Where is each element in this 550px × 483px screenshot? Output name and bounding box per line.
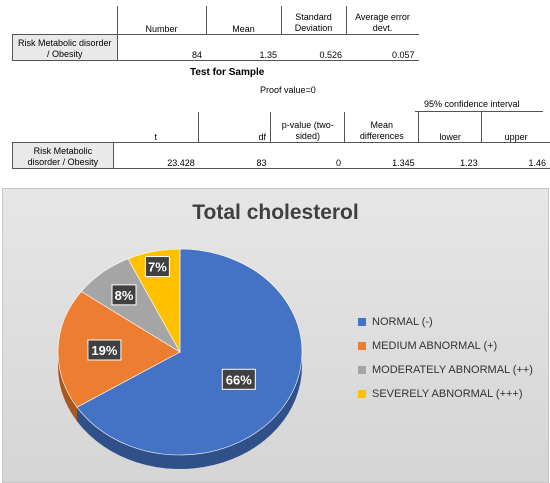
legend-item-0: NORMAL (-) xyxy=(358,310,533,334)
value-upper: 1.46 xyxy=(481,141,550,169)
legend-label-1: MEDIUM ABNORMAL (+) xyxy=(372,340,498,352)
value-mean: 1.35 xyxy=(206,33,281,61)
header-number: Number xyxy=(116,6,206,34)
chart-title: Total cholesterol xyxy=(192,201,359,224)
header-t: t xyxy=(154,131,157,142)
legend-label-0: NORMAL (-) xyxy=(372,316,433,328)
legend-item-3: SEVERELY ABNORMAL (+++) xyxy=(358,382,533,406)
data-label-box-3 xyxy=(144,256,170,278)
value-avg-error: 0.057 xyxy=(346,33,419,61)
data-label-3: 7% xyxy=(148,260,167,275)
value-df: 83 xyxy=(198,141,271,169)
row-label: Risk Metabolic disorder / Obesity xyxy=(12,141,114,169)
proof-value: Proof value=0 xyxy=(260,85,316,95)
header-mean-diff: Mean differences xyxy=(344,112,419,142)
value-t: 23.428 xyxy=(113,141,199,169)
descriptive-stats-table: Number Mean Standard Deviation Average e… xyxy=(12,6,419,61)
value-lower: 1.23 xyxy=(418,141,482,169)
header-upper: upper xyxy=(481,112,550,142)
row-label: Risk Metabolic disorder / Obesity xyxy=(12,33,118,61)
value-mean-diff: 1.345 xyxy=(344,141,419,169)
header-mean: Mean xyxy=(205,6,281,34)
legend-swatch-1 xyxy=(358,342,366,350)
pie-side-1 xyxy=(58,352,77,422)
data-label-2: 8% xyxy=(115,288,134,303)
header-avg-error: Average error devt. xyxy=(345,6,419,34)
data-label-0: 66% xyxy=(226,372,252,387)
chart-legend: NORMAL (-) MEDIUM ABNORMAL (+) MODERATELY … xyxy=(358,310,533,406)
legend-label-3: SEVERELY ABNORMAL (+++) xyxy=(372,388,523,400)
test-title: Test for Sample xyxy=(190,67,265,78)
data-label-box-0 xyxy=(221,368,256,390)
data-label-1: 19% xyxy=(91,343,117,358)
legend-item-2: MODERATELY ABNORMAL (++) xyxy=(358,358,533,382)
header-p-value: p-value (two-sided) xyxy=(269,112,345,142)
legend-swatch-3 xyxy=(358,390,366,398)
legend-item-1: MEDIUM ABNORMAL (+) xyxy=(358,334,533,358)
header-std-dev: Standard Deviation xyxy=(280,6,346,34)
value-number: 84 xyxy=(117,33,206,61)
legend-label-2: MODERATELY ABNORMAL (++) xyxy=(372,364,533,376)
data-label-box-2 xyxy=(111,284,137,306)
value-std-dev: 0.526 xyxy=(281,33,346,61)
pie-slice-0 xyxy=(76,248,303,456)
header-lower: lower xyxy=(418,112,482,142)
ci-header: 95% confidence interval xyxy=(424,99,520,109)
ci-divider xyxy=(415,111,543,112)
legend-swatch-0 xyxy=(358,318,366,326)
legend-swatch-2 xyxy=(358,366,366,374)
sample-test-table: t df p-value (two-sided) Mean difference… xyxy=(12,112,550,169)
value-p: 0 xyxy=(270,141,345,169)
header-df: df xyxy=(198,112,271,142)
data-label-box-1 xyxy=(87,339,122,361)
pie-side-0 xyxy=(76,352,302,470)
